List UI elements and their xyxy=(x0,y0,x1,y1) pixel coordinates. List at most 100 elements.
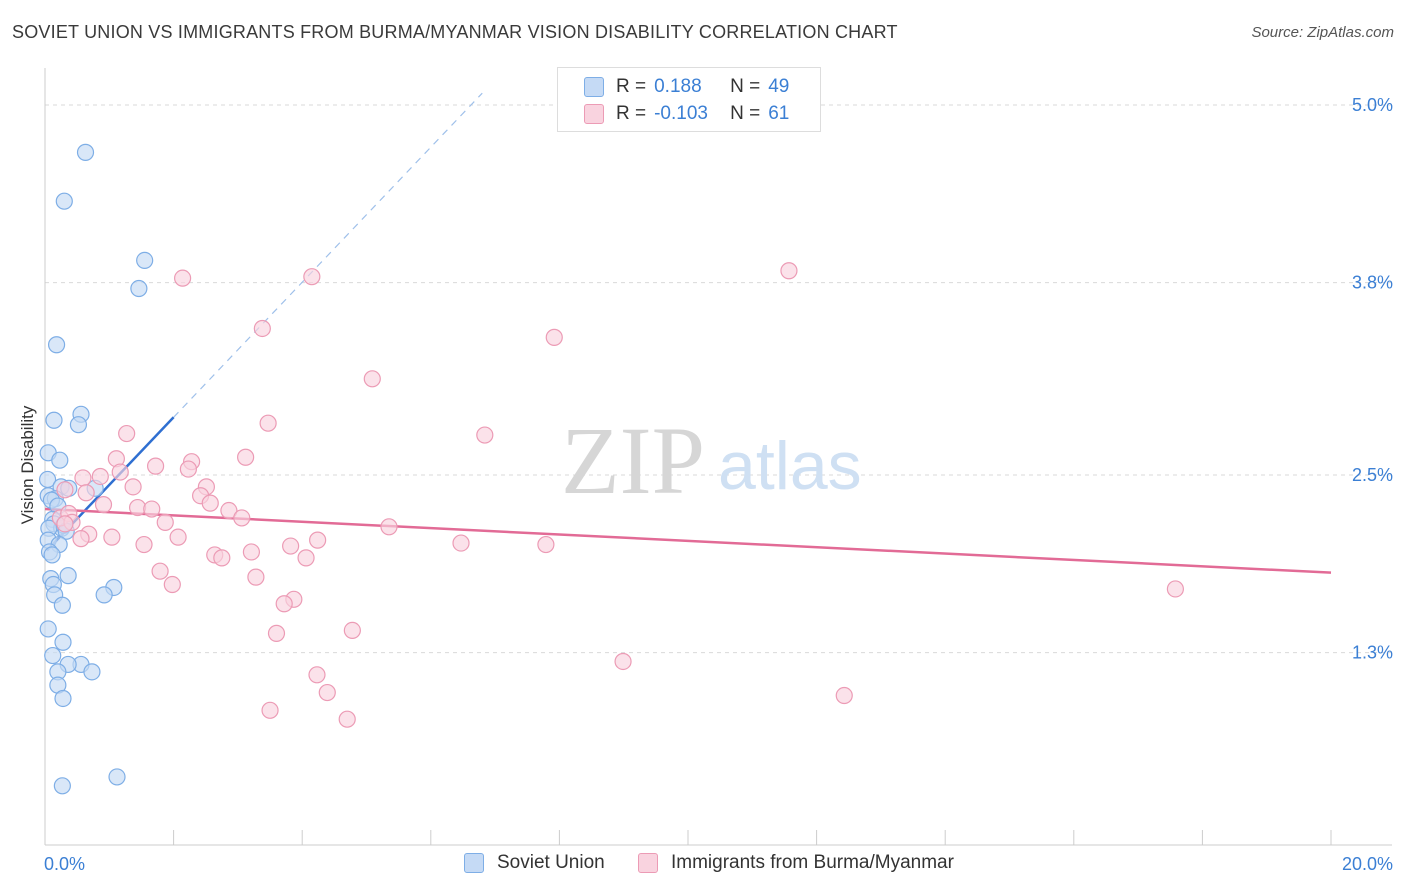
x-ticks xyxy=(173,830,1332,845)
legend-swatch-burma xyxy=(584,104,604,124)
burma-point xyxy=(545,328,563,346)
burma-point xyxy=(156,513,174,531)
soviet-point xyxy=(44,646,62,665)
burma-point xyxy=(282,537,300,555)
burma-point xyxy=(220,501,238,520)
data-points xyxy=(38,143,1184,795)
burma-point xyxy=(780,262,798,280)
legend-n-label: N = xyxy=(730,103,761,124)
burma-point xyxy=(56,481,74,499)
burma-point xyxy=(179,460,197,478)
chart-title: SOVIET UNION VS IMMIGRANTS FROM BURMA/MY… xyxy=(12,22,898,42)
burma-point xyxy=(72,530,90,548)
burma-point xyxy=(128,498,147,517)
burma-point xyxy=(253,319,271,338)
burma-point xyxy=(118,424,136,443)
burma-point xyxy=(213,549,231,567)
burma-point xyxy=(233,509,251,527)
burma-point xyxy=(308,666,326,684)
burma-point xyxy=(363,370,381,388)
burma-point xyxy=(124,478,142,496)
y-tick-label: 3.8% xyxy=(1352,273,1393,293)
series-label-soviet: Soviet Union xyxy=(497,852,605,873)
burma-point xyxy=(309,531,327,549)
legend-r-value-soviet: 0.188 xyxy=(654,76,702,97)
burma-point xyxy=(174,269,192,287)
y-tick-label: 1.3% xyxy=(1352,643,1393,663)
burma-point xyxy=(1166,580,1184,598)
y-axis-label: Vision Disability xyxy=(18,405,37,525)
legend-swatch-soviet xyxy=(584,77,604,97)
soviet-point xyxy=(47,336,66,354)
soviet-point xyxy=(76,143,95,161)
burma-point xyxy=(169,528,187,546)
soviet-point xyxy=(59,567,77,585)
burma-point xyxy=(242,543,261,561)
watermark-atlas: atlas xyxy=(718,428,862,504)
x-tick-label: 20.0% xyxy=(1342,854,1393,874)
legend-r-value-burma: -0.103 xyxy=(654,103,708,124)
burma-trend-line xyxy=(44,507,1332,574)
soviet-point xyxy=(45,411,63,429)
burma-point xyxy=(380,518,398,536)
series-swatch-soviet xyxy=(464,853,484,873)
burma-point xyxy=(247,568,265,586)
legend-n-value-burma: 61 xyxy=(768,103,790,124)
series-label-burma: Immigrants from Burma/Myanmar xyxy=(671,852,954,873)
soviet-point xyxy=(39,620,57,638)
series-swatch-burma xyxy=(638,853,658,873)
burma-point xyxy=(338,710,356,728)
soviet-point xyxy=(53,596,71,614)
burma-point xyxy=(91,467,109,486)
soviet-point xyxy=(83,663,101,681)
grid-lines xyxy=(45,104,1392,654)
legend-r-label: R = xyxy=(616,103,647,124)
series-legend: Soviet Union Immigrants from Burma/Myanm… xyxy=(0,852,1406,878)
burma-point xyxy=(111,463,129,481)
burma-point xyxy=(275,595,293,613)
burma-point xyxy=(452,534,470,552)
soviet-point xyxy=(108,768,126,786)
burma-point xyxy=(151,562,169,580)
burma-point xyxy=(56,515,74,533)
burma-point xyxy=(835,686,853,705)
burma-point xyxy=(143,500,161,518)
legend-row-soviet: R = 0.188 N = 49 xyxy=(584,75,789,99)
burma-point xyxy=(74,469,92,487)
burma-point xyxy=(237,448,255,466)
burma-point xyxy=(343,621,361,640)
legend-n-label: N = xyxy=(730,76,761,97)
burma-point xyxy=(318,683,336,702)
soviet-point xyxy=(55,192,73,210)
source-label: Source: ZipAtlas.com xyxy=(1251,24,1394,41)
x-tick-labels: 0.0% 20.0% xyxy=(44,854,1393,874)
burma-point xyxy=(614,652,632,671)
burma-point xyxy=(537,535,555,554)
legend-row-burma: R = -0.103 N = 61 xyxy=(584,102,789,126)
burma-point xyxy=(146,457,165,475)
soviet-point xyxy=(53,777,71,795)
burma-point xyxy=(261,701,279,719)
burma-point xyxy=(94,496,113,514)
soviet-point xyxy=(136,251,154,269)
series-legend-soviet[interactable]: Soviet Union xyxy=(464,852,605,874)
series-legend-burma[interactable]: Immigrants from Burma/Myanmar xyxy=(638,852,954,874)
soviet-point xyxy=(54,633,72,651)
soviet-point xyxy=(95,586,113,604)
burma-point xyxy=(476,426,494,444)
legend-n-value-soviet: 49 xyxy=(768,76,790,97)
burma-point xyxy=(267,624,286,642)
y-tick-label: 2.5% xyxy=(1352,465,1393,485)
soviet-trend-extension xyxy=(173,92,483,418)
burma-point xyxy=(297,549,315,567)
soviet-point xyxy=(130,279,148,298)
burma-point xyxy=(303,268,321,286)
burma-point xyxy=(77,484,95,502)
x-tick-label: 0.0% xyxy=(44,854,85,874)
burma-point xyxy=(135,535,153,554)
soviet-point xyxy=(51,451,69,469)
y-tick-label: 5.0% xyxy=(1352,95,1393,115)
watermark: ZIP atlas xyxy=(561,407,862,514)
y-tick-labels: 1.3% 2.5% 3.8% 5.0% xyxy=(1352,95,1393,663)
